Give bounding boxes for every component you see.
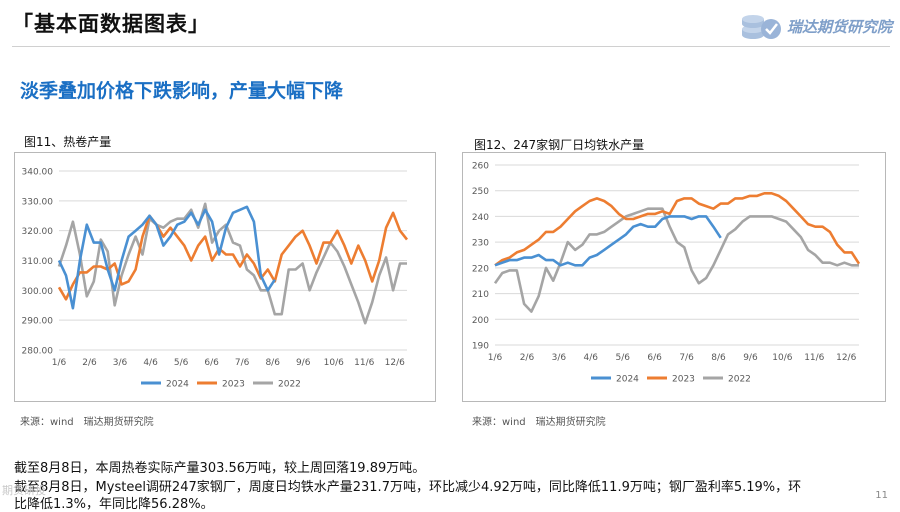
summary-paragraph-2: 截至8月8日，Mysteel调研247家钢厂，周度日均铁水产量231.7万吨，环… <box>14 480 802 495</box>
x-tick-label: 6/6 <box>647 353 662 363</box>
legend-label-2024: 2024 <box>166 380 189 390</box>
series-line-2023 <box>494 191 861 267</box>
y-tick-label: 240 <box>472 213 489 223</box>
legend-label-2024: 2024 <box>616 375 639 385</box>
y-tick-label: 310.00 <box>22 257 54 267</box>
y-tick-label: 280.00 <box>22 347 54 357</box>
y-tick-label: 220 <box>472 264 489 274</box>
chart-2-frame: 190 200 210 220 230 240 250 260 1/6 2/6 3/6 4/6 5/6 6… <box>462 152 886 402</box>
section-subtitle: 淡季叠加价格下跌影响，产量大幅下降 <box>20 80 344 102</box>
x-tick-label: 4/6 <box>143 358 158 368</box>
x-tick-label: 2/6 <box>82 358 97 368</box>
y-tick-label: 340.00 <box>22 168 54 178</box>
hot-coil-output-chart: 280.00 290.00 300.00 310.00 320.00 330.00 340.… <box>22 168 409 390</box>
x-tick-label: 7/6 <box>679 353 694 363</box>
y-tick-label: 230 <box>472 239 489 249</box>
series-line-2024 <box>494 215 722 267</box>
chart-2-title: 图12、247家钢厂日均铁水产量 <box>474 138 645 152</box>
y-tick-label: 330.00 <box>22 197 54 207</box>
y-tick-label: 320.00 <box>22 227 54 237</box>
legend-label-2023: 2023 <box>222 380 245 390</box>
x-tick-label: 10/6 <box>324 358 344 368</box>
x-tick-label: 11/6 <box>354 358 374 368</box>
x-tick-label: 8/6 <box>265 358 280 368</box>
chart-1-source-label: 来源：wind <box>20 417 74 428</box>
legend-label-2022: 2022 <box>278 380 301 390</box>
series-line-2023 <box>57 211 409 301</box>
x-tick-label: 4/6 <box>584 353 599 363</box>
chart-1-source: 来源：wind 瑞达期货研究院 <box>20 413 164 428</box>
coins-icon <box>741 15 781 39</box>
page-title: 「基本面数据图表」 <box>12 12 210 36</box>
hot-metal-output-chart: 190 200 210 220 230 240 250 260 1/6 2/6 3/6 4/6 5/6 6… <box>472 162 861 385</box>
chart-2-source: 来源：wind 瑞达期货研究院 <box>472 413 616 428</box>
x-tick-label: 9/6 <box>296 358 311 368</box>
watermark: 期货研投 <box>2 484 46 497</box>
series-line-2024 <box>57 205 276 310</box>
x-tick-label: 1/6 <box>488 353 503 363</box>
x-tick-label: 5/6 <box>174 358 189 368</box>
x-tick-label: 2/6 <box>520 353 535 363</box>
y-tick-label: 190 <box>472 342 489 352</box>
legend-label-2022: 2022 <box>728 375 751 385</box>
legend-label-2023: 2023 <box>672 375 695 385</box>
summary-paragraph-1: 截至8月8日，本周热卷实际产量303.56万吨，较上周回落19.89万吨。 <box>14 461 426 476</box>
x-tick-label: 1/6 <box>52 358 67 368</box>
x-tick-label: 12/6 <box>385 358 405 368</box>
chart-2-source-label: 来源：wind <box>472 417 526 428</box>
x-tick-label: 6/6 <box>204 358 219 368</box>
x-tick-label: 9/6 <box>743 353 758 363</box>
chart-1-source-org: 瑞达期货研究院 <box>83 417 154 428</box>
chart-1-frame: 280.00 290.00 300.00 310.00 320.00 330.00 340.… <box>14 152 436 402</box>
y-tick-label: 200 <box>472 316 489 326</box>
header-divider <box>12 46 890 47</box>
x-tick-label: 3/6 <box>552 353 567 363</box>
y-tick-label: 250 <box>472 187 489 197</box>
company-logo: 瑞达期货研究院 <box>739 8 892 44</box>
series-line-2022 <box>493 207 859 313</box>
x-tick-label: 3/6 <box>113 358 128 368</box>
y-tick-label: 300.00 <box>22 287 54 297</box>
y-tick-label: 260 <box>472 162 489 172</box>
y-tick-label: 210 <box>472 290 489 300</box>
logo-text: 瑞达期货研究院 <box>786 17 892 36</box>
y-tick-label: 290.00 <box>22 317 54 327</box>
x-tick-label: 12/6 <box>836 353 856 363</box>
x-tick-label: 8/6 <box>711 353 726 363</box>
chart-2-source-org: 瑞达期货研究院 <box>535 417 606 428</box>
series-line-2022 <box>57 202 407 325</box>
page-number: 11 <box>875 490 888 501</box>
chart-1-title: 图11、热卷产量 <box>24 135 112 149</box>
x-tick-label: 10/6 <box>772 353 792 363</box>
x-tick-label: 11/6 <box>804 353 824 363</box>
x-tick-label: 7/6 <box>235 358 250 368</box>
summary-paragraph-3: 比降低1.3%，年同比降56.28%。 <box>14 497 214 512</box>
x-tick-label: 5/6 <box>615 353 630 363</box>
